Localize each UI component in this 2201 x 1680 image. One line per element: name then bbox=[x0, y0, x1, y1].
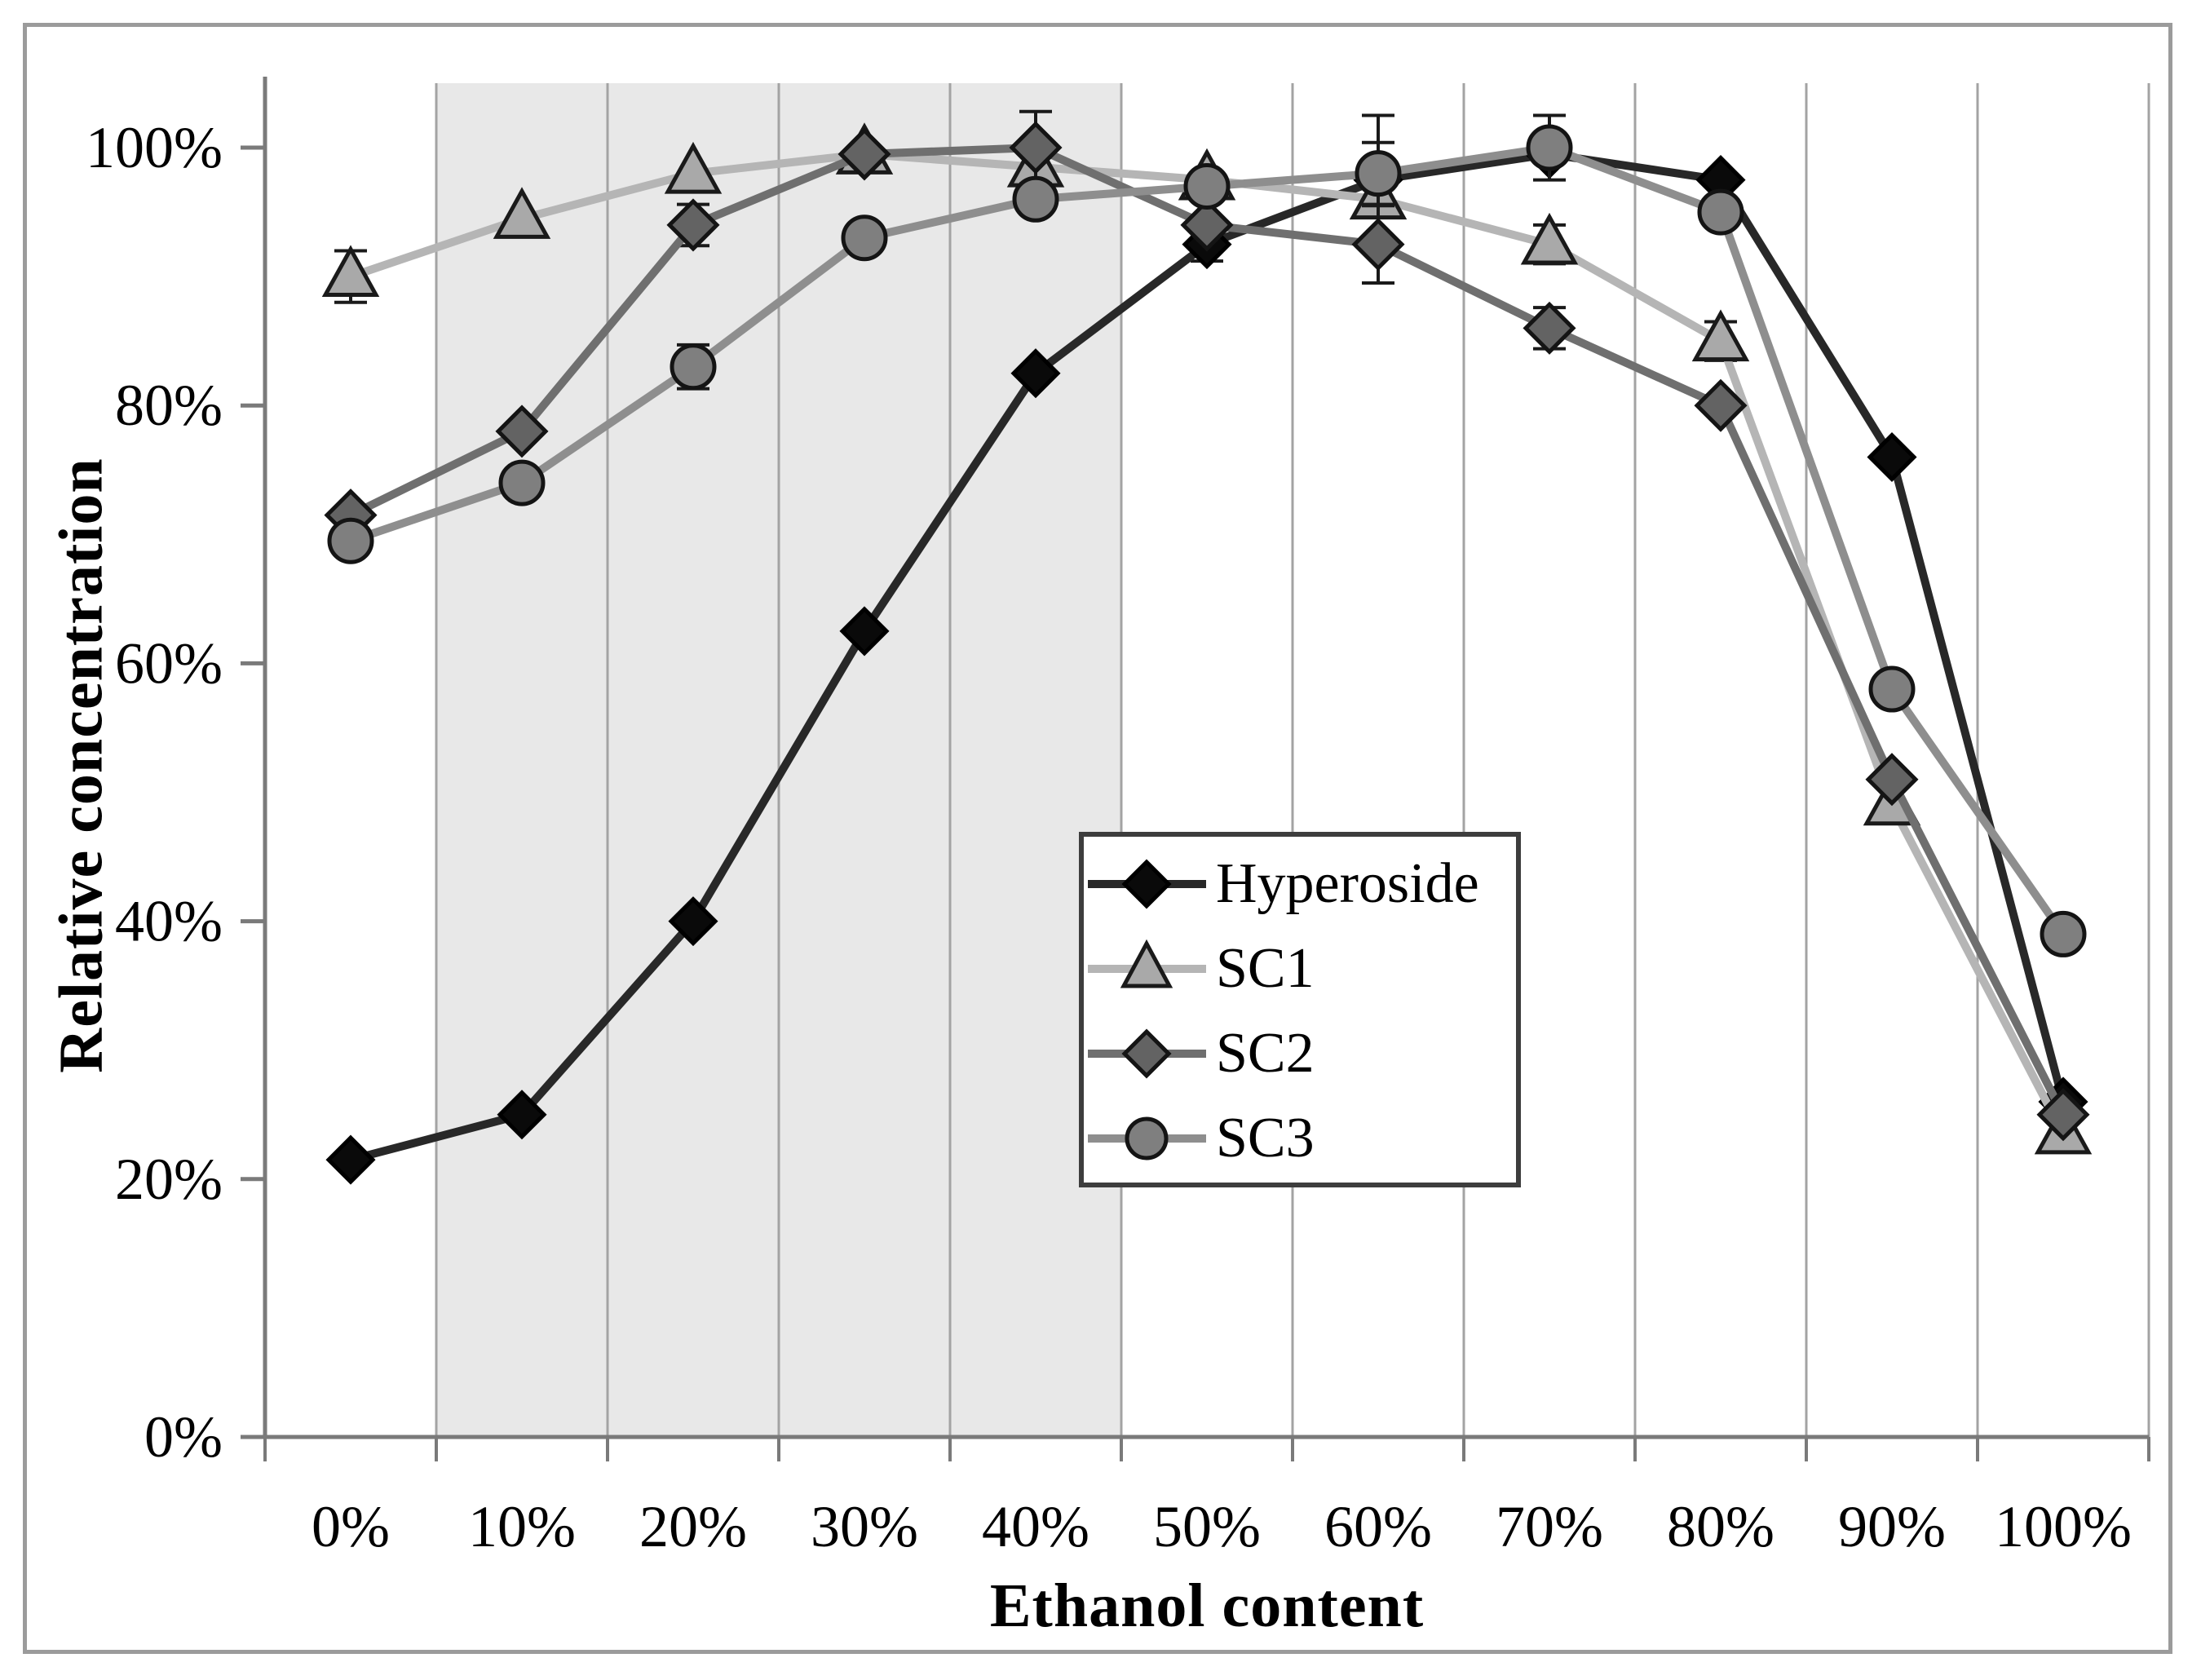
circle-marker-icon bbox=[1355, 150, 1402, 197]
x-tick-label: 90% bbox=[1838, 1494, 1946, 1559]
circle-marker-icon bbox=[1697, 188, 1744, 236]
diamond-marker-icon bbox=[1121, 1028, 1172, 1079]
legend-swatch bbox=[1088, 1116, 1206, 1161]
diamond-marker-icon bbox=[1180, 198, 1234, 252]
legend-swatch bbox=[1088, 859, 1206, 909]
circle-marker-icon bbox=[498, 459, 546, 506]
diamond-marker-icon bbox=[838, 127, 891, 181]
axes bbox=[241, 77, 2150, 1461]
x-tick-label: 70% bbox=[1496, 1494, 1603, 1559]
triangle-marker-icon bbox=[1520, 212, 1579, 265]
sc1-triangle-marker-icon bbox=[1088, 939, 1206, 988]
x-axis-title: Ethanol content bbox=[989, 1572, 1425, 1640]
y-tick-label: 20% bbox=[115, 1147, 223, 1212]
triangle-marker-icon bbox=[664, 141, 723, 194]
diamond-marker-icon bbox=[668, 896, 718, 947]
diamond-marker-icon bbox=[666, 198, 720, 252]
circle-marker-icon bbox=[670, 343, 717, 391]
y-tick-label: 80% bbox=[115, 373, 223, 438]
diamond-marker-icon bbox=[495, 405, 549, 458]
diamond-marker-icon bbox=[1523, 301, 1576, 355]
diamond-marker-icon bbox=[2036, 1088, 2090, 1142]
y-tick-label: 0% bbox=[144, 1404, 223, 1470]
y-tick-label: 100% bbox=[86, 115, 223, 180]
sc2-diamond-marker-icon bbox=[1088, 1028, 1206, 1079]
triangle-marker-icon bbox=[1691, 309, 1750, 362]
triangle-marker-icon bbox=[1120, 939, 1173, 988]
circle-marker-icon bbox=[1868, 665, 1916, 713]
x-tick-label: 100% bbox=[1995, 1494, 2132, 1559]
diamond-marker-icon bbox=[497, 1090, 547, 1140]
x-tick-label: 0% bbox=[312, 1494, 390, 1559]
diamond-marker-icon bbox=[1121, 859, 1172, 909]
x-tick-label: 40% bbox=[982, 1494, 1089, 1559]
diamond-marker-icon bbox=[325, 1134, 376, 1185]
diamond-marker-icon bbox=[839, 606, 890, 657]
circle-marker-icon bbox=[1183, 162, 1231, 210]
legend-item-sc2: SC2 bbox=[1084, 1013, 1516, 1094]
triangle-marker-icon bbox=[321, 245, 380, 298]
legend-item-hyperoside: Hyperoside bbox=[1084, 843, 1516, 925]
circle-marker-icon bbox=[841, 214, 888, 262]
triangle-marker-icon bbox=[493, 187, 551, 239]
x-tick-labels: 0% 10% 20% 30% 40% 50% 60% 70% 80% 90% 100% bbox=[312, 1494, 2132, 1559]
legend-label: SC2 bbox=[1216, 1022, 1315, 1085]
diamond-marker-icon bbox=[1865, 753, 1919, 807]
circle-marker-icon bbox=[1526, 124, 1573, 171]
y-tick-label: 60% bbox=[115, 630, 223, 696]
diamond-marker-icon bbox=[1009, 121, 1063, 175]
x-tick-label: 60% bbox=[1324, 1494, 1432, 1559]
x-tick-label: 30% bbox=[811, 1494, 918, 1559]
legend-item-sc1: SC1 bbox=[1084, 928, 1516, 1010]
figure-border bbox=[23, 23, 2172, 1654]
x-tick-label: 20% bbox=[639, 1494, 747, 1559]
legend-label: SC1 bbox=[1216, 937, 1315, 1000]
legend-label: Hyperoside bbox=[1216, 852, 1479, 915]
sc3-circle-marker-icon bbox=[1088, 1116, 1206, 1161]
circle-marker-icon bbox=[2040, 910, 2087, 957]
diamond-marker-icon bbox=[1351, 218, 1405, 272]
x-tick-label: 80% bbox=[1667, 1494, 1775, 1559]
diamond-marker-icon bbox=[1867, 431, 1917, 483]
y-axis-title: Relative concentration bbox=[46, 458, 116, 1073]
y-tick-label: 40% bbox=[115, 889, 223, 954]
y-tick-labels: 0% 20% 40% 60% 80% 100% bbox=[86, 115, 223, 1470]
x-tick-label: 10% bbox=[468, 1494, 576, 1559]
diamond-marker-icon bbox=[1010, 348, 1061, 399]
legend-item-sc3: SC3 bbox=[1084, 1098, 1516, 1179]
circle-marker-icon bbox=[1125, 1116, 1169, 1161]
legend-swatch bbox=[1088, 939, 1206, 988]
x-tick-label: 50% bbox=[1153, 1494, 1261, 1559]
legend: Hyperoside SC1 SC2 SC3 bbox=[1079, 832, 1521, 1187]
gridlines bbox=[435, 83, 2150, 1437]
legend-swatch bbox=[1088, 1028, 1206, 1079]
legend-label: SC3 bbox=[1216, 1107, 1315, 1169]
series-sc3 bbox=[327, 113, 2087, 957]
circle-marker-icon bbox=[327, 517, 374, 564]
circle-marker-icon bbox=[1012, 175, 1059, 223]
diamond-marker-icon bbox=[1694, 378, 1748, 432]
hyperoside-diamond-marker-icon bbox=[1088, 859, 1206, 909]
